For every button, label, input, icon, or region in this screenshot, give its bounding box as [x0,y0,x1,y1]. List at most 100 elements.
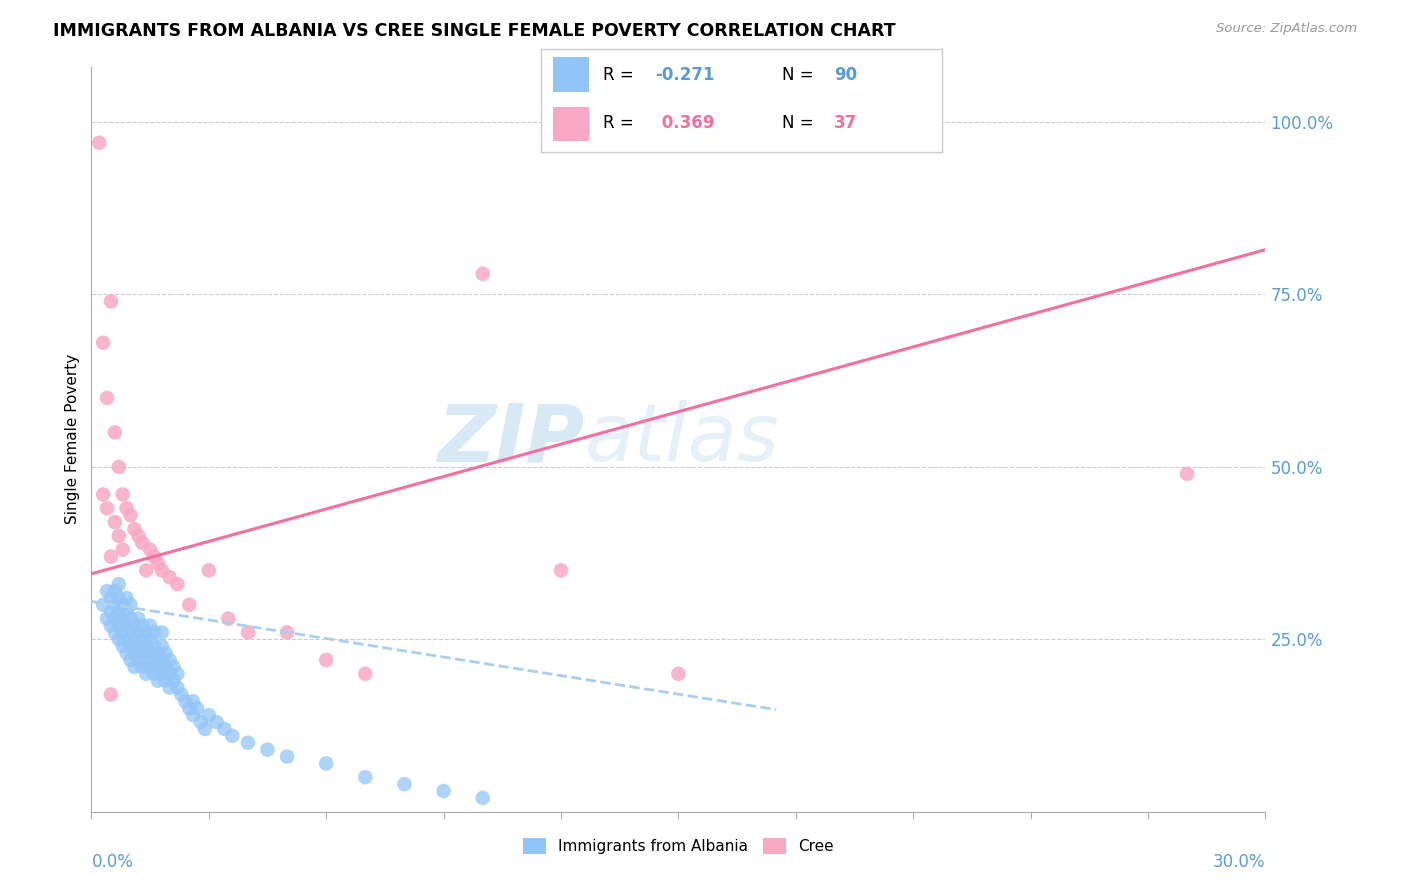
Point [143,639,166,653]
Text: R =: R = [603,66,640,84]
Point [120,625,142,640]
Text: -0.271: -0.271 [655,66,716,84]
Text: 0.0%: 0.0% [91,853,134,871]
Point [115,632,138,647]
Point [107,591,129,605]
Point [107,459,129,474]
Point [194,722,217,736]
Point [174,694,197,708]
Text: 30.0%: 30.0% [1213,853,1265,871]
Point [127,653,149,667]
Text: IMMIGRANTS FROM ALBANIA VS CREE SINGLE FEMALE POVERTY CORRELATION CHART: IMMIGRANTS FROM ALBANIA VS CREE SINGLE F… [53,22,896,40]
Point [139,632,162,647]
Point [100,591,122,605]
Point [135,666,157,681]
Point [89,136,111,150]
Point [236,625,259,640]
Point [120,508,142,523]
Point [143,666,166,681]
Point [143,653,166,667]
Point [120,598,142,612]
Point [166,577,188,591]
Point [111,639,134,653]
Point [197,563,219,577]
Point [354,770,377,784]
Point [394,777,416,791]
Bar [554,106,589,141]
Point [550,563,572,577]
Point [181,708,204,723]
Point [1175,467,1198,481]
Point [115,501,138,516]
Point [166,681,188,695]
Point [236,736,259,750]
Point [131,535,153,549]
Point [139,660,162,674]
Point [91,335,114,350]
Point [104,598,127,612]
Point [159,653,181,667]
Point [111,487,134,501]
Point [135,563,157,577]
Point [256,742,278,756]
Text: 0.369: 0.369 [655,114,714,132]
Point [217,612,239,626]
Text: N =: N = [782,66,818,84]
Point [471,791,494,805]
Point [127,639,149,653]
Point [221,729,243,743]
Legend: Immigrants from Albania, Cree: Immigrants from Albania, Cree [516,831,841,860]
Point [159,681,181,695]
Point [127,612,149,626]
Point [214,722,236,736]
Point [131,660,153,674]
Text: N =: N = [782,114,818,132]
Point [127,625,149,640]
Point [162,660,184,674]
Point [107,529,129,543]
Point [115,605,138,619]
Point [107,632,129,647]
Point [139,542,162,557]
Point [115,618,138,632]
Point [124,618,146,632]
Point [146,646,169,660]
Point [104,584,127,599]
Point [104,515,127,529]
Point [120,639,142,653]
Point [159,666,181,681]
Point [100,605,122,619]
Point [159,570,181,584]
Point [190,714,212,729]
Point [111,625,134,640]
Point [146,557,169,571]
Point [155,660,177,674]
Point [170,688,193,702]
Point [179,598,201,612]
Point [155,673,177,688]
Point [150,666,173,681]
Point [205,714,228,729]
Point [104,425,127,440]
Point [135,639,157,653]
Point [100,688,122,702]
Point [146,660,169,674]
Point [315,653,337,667]
Point [107,605,129,619]
Point [150,563,173,577]
Point [166,666,188,681]
Point [276,625,298,640]
Text: 37: 37 [834,114,858,132]
Point [107,618,129,632]
Point [115,591,138,605]
Text: Source: ZipAtlas.com: Source: ZipAtlas.com [1216,22,1357,36]
Point [124,632,146,647]
Text: R =: R = [603,114,640,132]
Point [124,660,146,674]
Point [143,549,166,564]
Point [91,598,114,612]
Text: atlas: atlas [585,401,779,478]
Point [127,529,149,543]
Point [124,522,146,536]
Point [315,756,337,771]
